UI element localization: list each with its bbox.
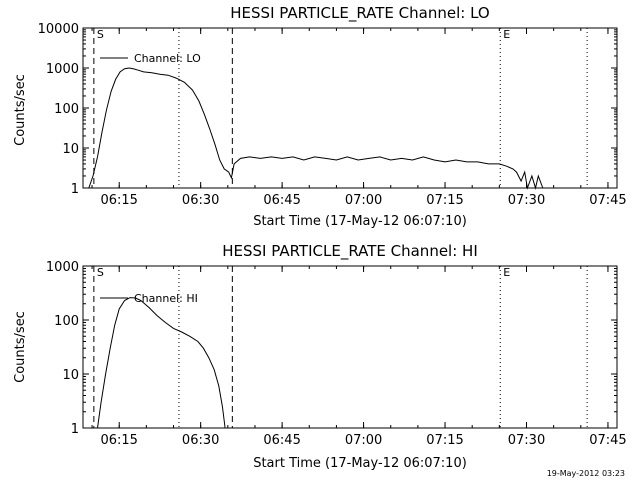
y-tick-label-lo: 10: [62, 142, 79, 157]
panel-hi: HESSI PARTICLE_RATE Channel: HI Counts/s…: [13, 242, 627, 471]
y-axis-label-lo: Counts/sec: [13, 74, 28, 146]
panel-lo: HESSI PARTICLE_RATE Channel: LO Counts/s…: [13, 4, 627, 229]
x-axis-label-hi: Start Time (17-May-12 06:07:10): [253, 456, 467, 471]
legend-lo: Channel: LO: [100, 52, 201, 65]
series-hi: [97, 297, 226, 429]
x-tick-label-hi: 06:45: [263, 433, 300, 448]
y-tick-label-hi: 10: [62, 368, 79, 383]
x-tick-label-lo: 07:30: [508, 193, 545, 208]
x-tick-label-hi: 07:15: [426, 433, 463, 448]
x-tick-label-lo: 06:45: [263, 193, 300, 208]
chart-title-lo: HESSI PARTICLE_RATE Channel: LO: [230, 4, 489, 23]
legend-hi: Channel: HI: [100, 292, 198, 305]
x-tick-label-hi: 06:30: [182, 433, 219, 448]
y-axis-label-hi: Counts/sec: [13, 311, 28, 383]
event-marker-label-lo: E: [503, 28, 510, 41]
event-marker-label-hi: S: [97, 266, 104, 279]
axis-ticks-lo: 06:15 06:30 06:45 07:00 07:15 07:30 07:45 1 10 10…: [38, 22, 627, 208]
x-tick-label-hi: 07:30: [508, 433, 545, 448]
y-tick-label-hi: 1000: [46, 260, 79, 275]
y-tick-label-hi: 100: [54, 314, 79, 329]
x-tick-label-hi: 07:00: [345, 433, 382, 448]
x-tick-label-hi: 06:15: [100, 433, 137, 448]
x-tick-label-lo: 07:45: [589, 193, 626, 208]
print-timestamp: 19-May-2012 03:23: [547, 469, 625, 478]
y-tick-label-hi: 1: [71, 422, 79, 437]
legend-label-lo: Channel: LO: [134, 52, 201, 65]
chart-title-hi: HESSI PARTICLE_RATE Channel: HI: [222, 242, 478, 261]
x-tick-label-lo: 07:15: [426, 193, 463, 208]
x-tick-label-lo: 06:30: [182, 193, 219, 208]
x-axis-label-lo: Start Time (17-May-12 06:07:10): [253, 214, 467, 229]
legend-label-hi: Channel: HI: [134, 292, 198, 305]
x-tick-label-lo: 07:00: [345, 193, 382, 208]
axis-ticks-hi: 06:15 06:30 06:45 07:00 07:15 07:30 07:45 1 10 10…: [46, 260, 627, 448]
series-lo: [88, 67, 544, 190]
y-tick-label-lo: 1000: [46, 62, 79, 77]
y-tick-label-lo: 100: [54, 102, 79, 117]
event-marker-label-lo: S: [97, 28, 104, 41]
series-line-hi: [97, 297, 226, 429]
y-tick-label-lo: 10000: [38, 22, 79, 37]
y-tick-label-lo: 1: [71, 182, 79, 197]
event-marker-label-hi: E: [503, 266, 510, 279]
x-tick-label-lo: 06:15: [100, 193, 137, 208]
series-line-lo: [88, 67, 544, 190]
plot-frame-hi: [82, 265, 618, 429]
x-tick-label-hi: 07:45: [589, 433, 626, 448]
